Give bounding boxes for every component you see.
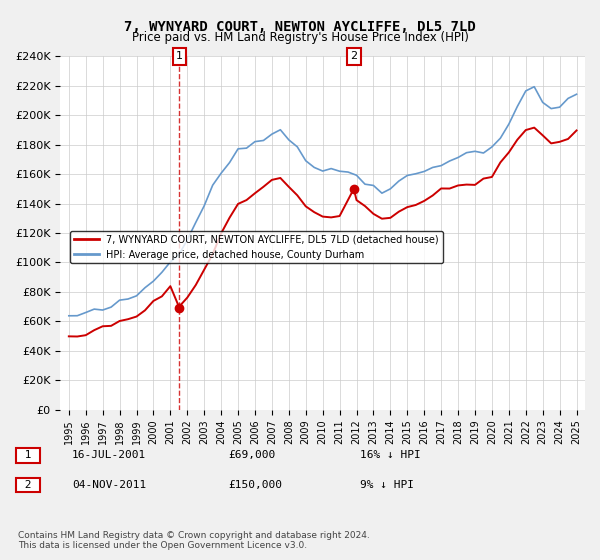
Text: 1: 1 bbox=[18, 450, 38, 460]
Text: 16% ↓ HPI: 16% ↓ HPI bbox=[360, 450, 421, 460]
Text: 16-JUL-2001: 16-JUL-2001 bbox=[72, 450, 146, 460]
Text: 7, WYNYARD COURT, NEWTON AYCLIFFE, DL5 7LD: 7, WYNYARD COURT, NEWTON AYCLIFFE, DL5 7… bbox=[124, 20, 476, 34]
Text: Contains HM Land Registry data © Crown copyright and database right 2024.
This d: Contains HM Land Registry data © Crown c… bbox=[18, 531, 370, 550]
Text: 2: 2 bbox=[350, 52, 358, 62]
Text: £150,000: £150,000 bbox=[228, 480, 282, 490]
Text: Price paid vs. HM Land Registry's House Price Index (HPI): Price paid vs. HM Land Registry's House … bbox=[131, 31, 469, 44]
Text: £69,000: £69,000 bbox=[228, 450, 275, 460]
Text: 04-NOV-2011: 04-NOV-2011 bbox=[72, 480, 146, 490]
Text: 9% ↓ HPI: 9% ↓ HPI bbox=[360, 480, 414, 490]
Legend: 7, WYNYARD COURT, NEWTON AYCLIFFE, DL5 7LD (detached house), HPI: Average price,: 7, WYNYARD COURT, NEWTON AYCLIFFE, DL5 7… bbox=[70, 231, 443, 263]
Text: 1: 1 bbox=[176, 52, 183, 62]
Text: 2: 2 bbox=[18, 480, 38, 490]
